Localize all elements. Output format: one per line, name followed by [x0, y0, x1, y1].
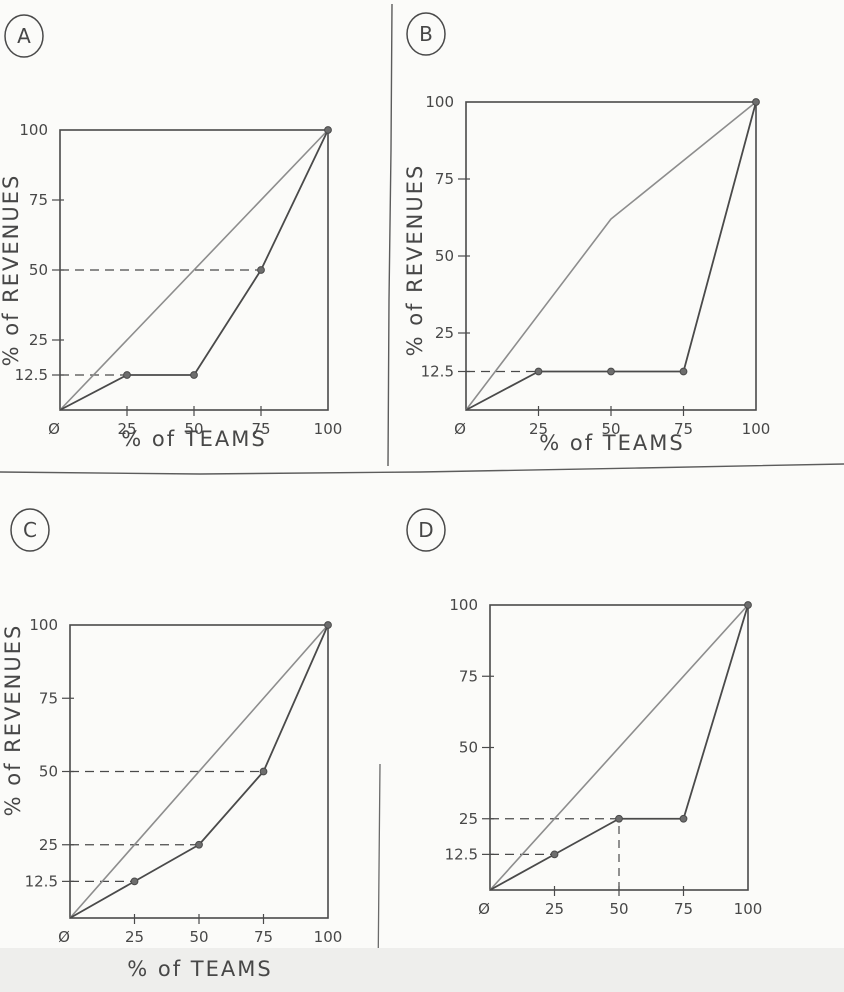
y-tick-label: 100: [29, 616, 58, 634]
y-axis-title: % of REVENUES: [403, 164, 427, 357]
data-point: [615, 814, 623, 823]
panel-label-circle: [10, 508, 50, 552]
equality-line: [59, 129, 329, 411]
y-tick-label: 75: [39, 689, 58, 707]
x-tick-label: 75: [251, 420, 270, 438]
y-tick-label: 12.5: [25, 872, 58, 890]
x-tick-label: 50: [609, 900, 628, 918]
x-tick-label: Ø: [58, 928, 70, 946]
panel-label-circle: [406, 508, 446, 552]
data-point: [752, 98, 760, 106]
equality-line: [69, 624, 329, 919]
x-tick-label: 75: [254, 928, 273, 946]
y-tick-label: 75: [459, 667, 478, 685]
divider-vertical-top: [387, 3, 393, 467]
equality-line: [465, 101, 757, 411]
y-tick-label: 25: [435, 324, 454, 342]
y-tick-label: 100: [449, 596, 478, 614]
y-tick-label: 25: [29, 331, 48, 349]
panel-label: A: [17, 24, 31, 48]
x-tick-label: 100: [314, 928, 343, 946]
y-tick-label: 100: [19, 121, 48, 139]
chart-panels: A Ø 25 50 75 100 12.5 25 50 75 100 % of TEAMS % of R…: [0, 12, 771, 981]
data-point: [550, 850, 559, 859]
y-tick-label: 50: [435, 247, 454, 265]
panel-label: C: [23, 518, 37, 542]
page-bottom-shadow: [0, 948, 844, 992]
x-tick-label: 50: [184, 420, 203, 438]
y-tick-label: 12.5: [421, 363, 454, 381]
y-tick-label: 12.5: [445, 845, 478, 863]
panel-label: B: [419, 22, 433, 46]
data-point: [130, 877, 139, 886]
divider-horizontal: [0, 463, 844, 475]
data-point: [123, 371, 131, 379]
x-tick-label: 75: [674, 420, 693, 438]
x-tick-label: 25: [529, 420, 548, 438]
y-tick-label: 100: [425, 93, 454, 111]
y-tick-label: 50: [29, 261, 48, 279]
panel-label-circle: [406, 12, 446, 56]
chart-a: A Ø 25 50 75 100 12.5 25 50 75 100 % of TEAMS % of R…: [0, 14, 343, 451]
panel-label-circle: [4, 14, 44, 58]
plot-frame: [465, 101, 757, 411]
data-point: [195, 840, 203, 849]
y-tick-label: 75: [435, 170, 454, 188]
x-tick-label: 100: [314, 420, 343, 438]
data-point: [744, 601, 752, 609]
x-tick-label: 75: [674, 900, 693, 918]
x-tick-label: 25: [545, 900, 564, 918]
x-tick-label: 25: [125, 928, 144, 946]
chart-b: B Ø 25 50 75 100 12.5 25 50 75 100 % of TEAMS % of R…: [403, 12, 771, 455]
equality-line: [489, 604, 749, 891]
chart-d: D Ø 25 50 75 100 12.5 25 50 75 100: [406, 508, 763, 918]
y-tick-label: 12.5: [15, 366, 48, 384]
x-tick-label: Ø: [478, 900, 490, 918]
x-tick-label: Ø: [454, 420, 466, 438]
y-axis-title: % of REVENUES: [1, 624, 25, 817]
y-tick-label: 25: [459, 810, 478, 828]
data-point: [324, 126, 332, 134]
x-tick-label: 100: [734, 900, 763, 918]
data-point: [324, 621, 332, 629]
data-point: [534, 367, 543, 376]
y-axis-title: % of REVENUES: [0, 174, 23, 367]
x-tick-label: 50: [189, 928, 208, 946]
data-point: [679, 814, 688, 823]
x-tick-label: 100: [742, 420, 771, 438]
divider-vertical-bottom: [377, 763, 381, 981]
y-tick-label: 50: [39, 763, 58, 781]
x-tick-label: 25: [117, 420, 136, 438]
y-tick-label: 50: [459, 739, 478, 757]
distribution-line: [465, 101, 757, 411]
x-axis-title: % of TEAMS: [121, 427, 266, 451]
data-point: [679, 367, 688, 376]
data-point: [190, 371, 198, 379]
x-tick-label: 50: [601, 420, 620, 438]
panel-label: D: [418, 518, 433, 542]
y-tick-label: 75: [29, 191, 48, 209]
y-tick-label: 25: [39, 836, 58, 854]
chart-c: C Ø 25 50 75 100 12.5 25 50 75 100 % of TEAMS % of R…: [1, 508, 343, 981]
data-point: [607, 367, 615, 376]
x-tick-label: Ø: [48, 420, 60, 438]
data-point: [259, 767, 268, 776]
x-axis-title: % of TEAMS: [127, 957, 272, 981]
data-point: [257, 266, 265, 274]
x-axis-title: % of TEAMS: [539, 431, 684, 455]
